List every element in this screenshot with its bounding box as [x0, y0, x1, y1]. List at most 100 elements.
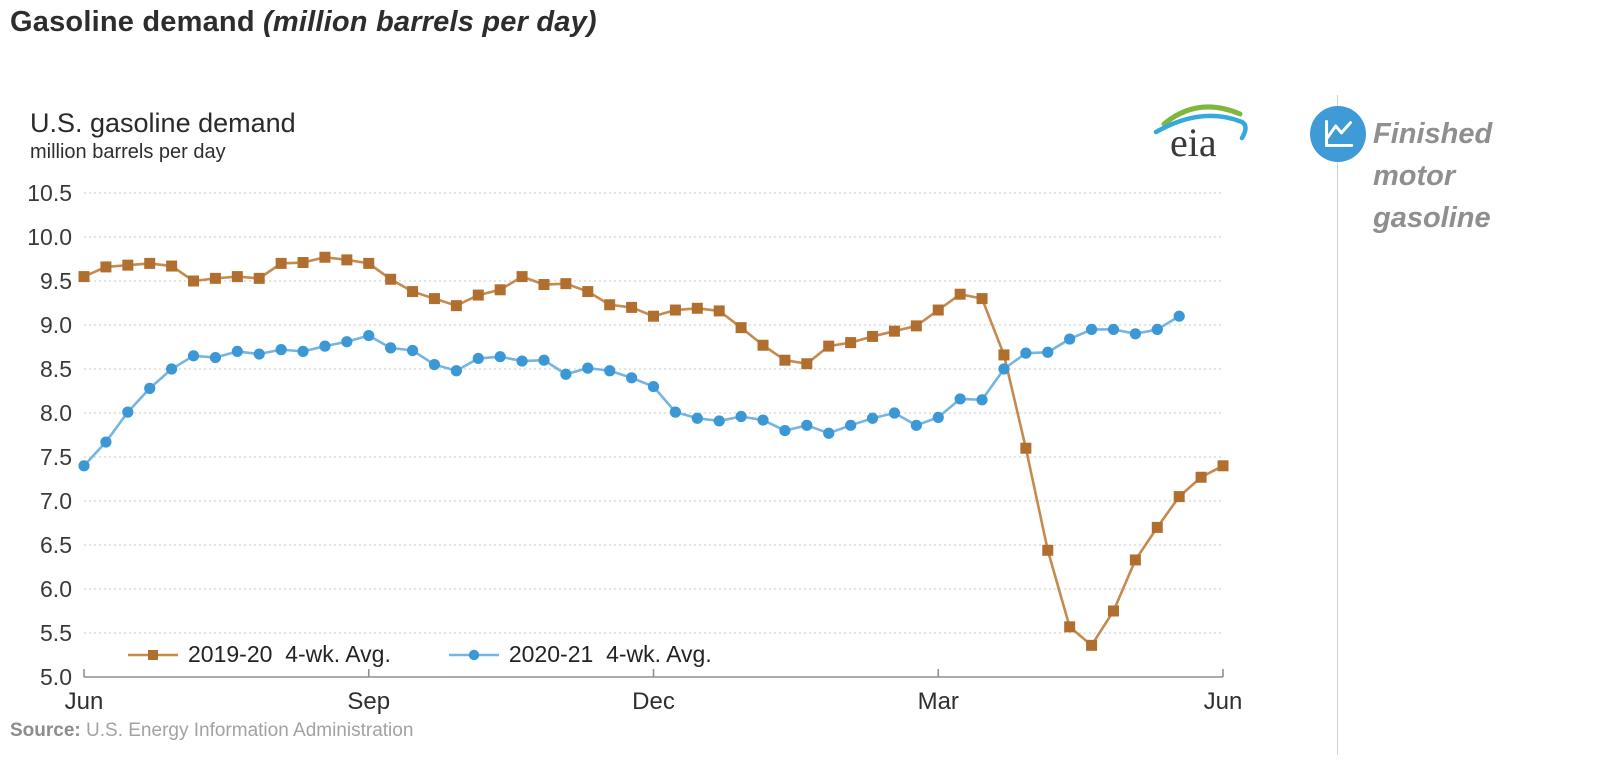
data-point-square [648, 310, 659, 322]
data-point-square [122, 259, 134, 271]
data-point-square [166, 260, 178, 272]
data-point-square [1217, 460, 1229, 472]
data-point-circle [625, 372, 638, 384]
data-point-square [910, 320, 922, 332]
data-point-square [1195, 471, 1207, 483]
data-point-circle [1151, 323, 1163, 335]
data-point-circle [253, 348, 265, 360]
data-point-circle [582, 362, 594, 374]
data-point-circle [1042, 346, 1054, 358]
data-point-square [823, 340, 835, 352]
data-point-square [188, 275, 200, 287]
data-point-square [363, 257, 375, 269]
data-point-circle [954, 393, 966, 405]
legend-swatch [448, 649, 499, 660]
data-point-square [100, 261, 112, 273]
data-point-circle [779, 425, 791, 437]
data-point-square [845, 337, 857, 349]
data-point-circle [735, 410, 747, 423]
vertical-divider [1337, 95, 1338, 755]
data-point-circle [297, 345, 309, 357]
page-title-unit: (million barrels per day) [263, 6, 597, 38]
data-point-square [691, 302, 703, 314]
data-point-square [209, 272, 221, 284]
data-point-square [1129, 554, 1141, 566]
data-point-circle [932, 411, 944, 423]
data-point-circle [669, 406, 682, 418]
page-title-main: Gasoline demand [10, 6, 263, 38]
y-axis-label: 5.0 [40, 664, 72, 690]
data-point-square [954, 288, 966, 300]
data-point-circle [341, 336, 353, 348]
legend-item-0: 2019-20 4-wk. Avg. [128, 641, 391, 668]
data-point-circle [78, 460, 90, 472]
data-point-circle [144, 382, 156, 394]
data-point-square [976, 293, 988, 305]
data-point-circle [910, 419, 922, 431]
data-point-circle [385, 342, 397, 354]
data-point-square [604, 299, 616, 311]
y-axis-label: 10.0 [27, 224, 72, 250]
legend-item-1: 2020-21 4-wk. Avg. [448, 641, 712, 668]
y-axis-label: 7.5 [40, 444, 72, 470]
data-point-circle [494, 351, 506, 363]
data-point-circle [823, 427, 835, 439]
data-point-circle [604, 365, 616, 377]
data-point-circle [866, 412, 879, 424]
data-point-square [1042, 544, 1054, 556]
data-point-square [1107, 605, 1119, 617]
data-point-square [472, 289, 484, 301]
eia-logo-green-swoosh [1161, 104, 1243, 127]
x-axis-label: Jun [1203, 688, 1243, 715]
data-point-circle [363, 329, 375, 342]
data-point-square [253, 272, 265, 284]
y-axis-label: 10.5 [27, 180, 72, 206]
y-axis-label: 9.5 [40, 268, 72, 294]
data-point-circle [560, 368, 572, 380]
data-point-square [78, 271, 90, 283]
data-point-square [867, 330, 879, 342]
data-point-circle [1129, 328, 1141, 340]
data-point-square [735, 322, 747, 334]
data-point-circle [998, 363, 1010, 375]
data-point-circle [647, 381, 660, 393]
data-point-circle [231, 345, 243, 357]
data-point-circle [757, 414, 769, 426]
data-point-square [932, 304, 944, 316]
data-point-circle [406, 344, 419, 357]
data-point-circle [275, 344, 287, 356]
series-line-0 [83, 255, 1224, 648]
chart-legend: 2019-20 4-wk. Avg. 2020-21 4-wk. Avg. [128, 641, 712, 668]
data-point-circle [1107, 323, 1120, 335]
data-point-square [275, 257, 287, 269]
data-point-circle [166, 363, 178, 375]
y-axis-label: 6.5 [40, 532, 72, 558]
data-point-square [428, 293, 440, 305]
data-point-circle [1173, 310, 1185, 322]
data-point-circle [122, 406, 134, 418]
y-axis-label: 9.0 [40, 312, 72, 338]
source-text: U.S. Energy Information Administration [80, 720, 414, 741]
data-point-square [385, 273, 397, 285]
data-point-square [1151, 521, 1163, 533]
source-line: Source: U.S. Energy Information Administ… [10, 720, 413, 742]
data-point-circle [691, 412, 703, 424]
legend-label: 2019-20 4-wk. Avg. [188, 641, 391, 667]
data-point-square [1064, 621, 1076, 633]
y-axis-label: 7.0 [40, 488, 72, 514]
data-point-square [582, 286, 594, 298]
data-point-square [998, 349, 1010, 361]
chart-subtitle: million barrels per day [30, 141, 226, 163]
data-point-square [779, 354, 791, 366]
legend-label: 2020-21 4-wk. Avg. [508, 641, 712, 667]
y-axis-label: 6.0 [40, 576, 72, 602]
eia-logo: eia [1152, 98, 1252, 165]
eia-logo-blue-swoosh [1153, 113, 1248, 141]
x-axis-label: Mar [917, 688, 959, 715]
data-point-square [1086, 639, 1098, 651]
y-axis-label: 8.5 [40, 356, 72, 382]
data-point-circle [450, 365, 462, 377]
data-point-square [1020, 442, 1032, 454]
side-panel-label: Finished motor gasoline [1373, 118, 1493, 234]
data-point-circle [428, 359, 441, 371]
